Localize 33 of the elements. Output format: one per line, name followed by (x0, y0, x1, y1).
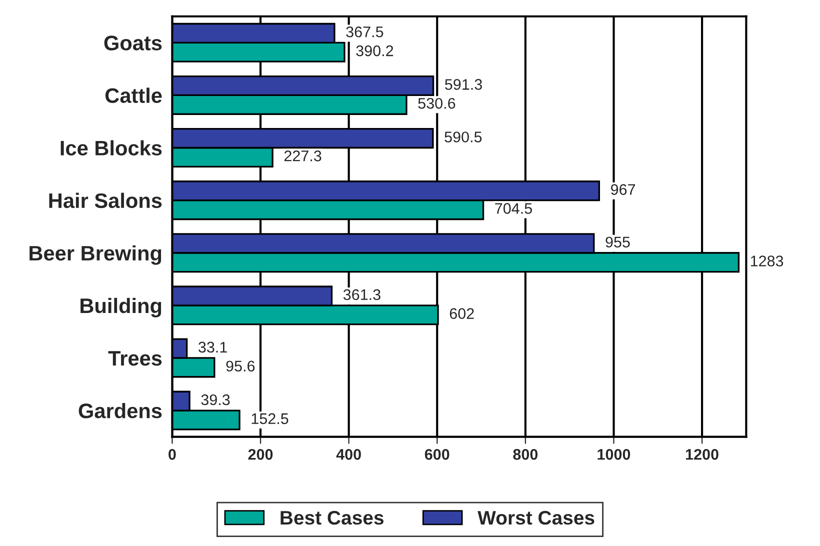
y-tick-label: Hair Salons (49, 192, 162, 208)
data-label: 361.3 (343, 289, 380, 300)
data-label: 390.2 (356, 45, 394, 56)
data-label: 591.3 (445, 79, 482, 90)
x-tick-label: 200 (248, 449, 273, 460)
data-label: 967 (610, 184, 635, 195)
data-label: 95.6 (226, 360, 255, 372)
x-tick-label: 1200 (686, 449, 718, 460)
y-tick-label: Ice Blocks (60, 140, 162, 156)
data-label: 227.3 (284, 150, 322, 162)
x-tick-label: 800 (513, 449, 538, 460)
y-tick-label: Trees (108, 351, 162, 366)
y-tick-label: Cattle (105, 88, 162, 103)
data-label: 602 (450, 308, 474, 319)
y-tick-label: Beer Brewing (30, 245, 162, 265)
data-label: 704.5 (495, 203, 532, 214)
data-label: 39.3 (201, 394, 230, 406)
data-label: 33.1 (198, 342, 227, 353)
legend-label: Worst Cases (478, 510, 594, 525)
data-label: 367.5 (346, 26, 384, 38)
x-tick-label: 1000 (598, 449, 630, 460)
y-tick-label: Goats (104, 36, 162, 50)
data-label: 152.5 (252, 413, 288, 424)
data-label: 1283 (750, 256, 784, 266)
data-label: 590.5 (444, 132, 482, 142)
data-label: 530.6 (418, 98, 456, 109)
y-tick-label: Gardens (78, 402, 162, 418)
data-label: 955 (606, 236, 630, 248)
x-tick-label: 400 (336, 449, 361, 460)
x-tick-label: 0 (168, 449, 176, 460)
legend-label: Best Cases (280, 510, 384, 525)
y-tick-label: Building (80, 298, 162, 318)
x-tick-label: 600 (424, 449, 450, 460)
